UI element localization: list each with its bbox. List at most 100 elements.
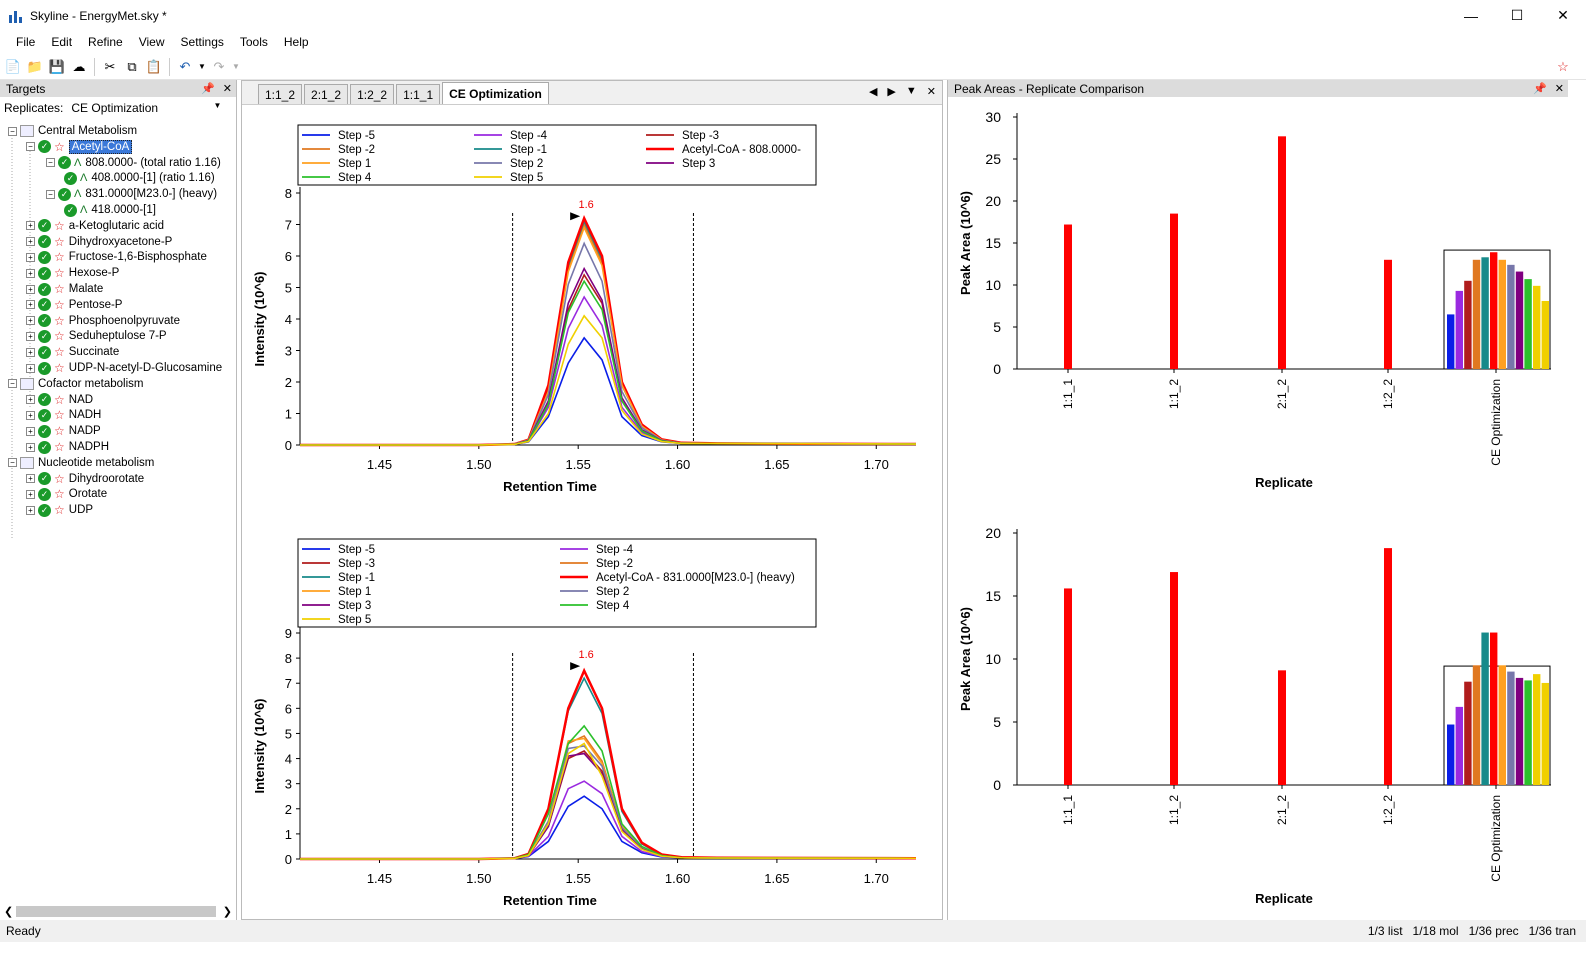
save-icon[interactable]: 💾 bbox=[48, 58, 66, 74]
expand-toggle[interactable]: + bbox=[26, 237, 35, 247]
tree-node-molecule[interactable]: + ✓ ☆ NAD bbox=[26, 392, 93, 408]
tree-node-molecule[interactable]: + ✓ ☆ Orotate bbox=[26, 486, 107, 502]
expand-toggle[interactable]: + bbox=[26, 268, 35, 278]
expand-toggle[interactable]: + bbox=[26, 442, 35, 452]
tree-node-molecule[interactable]: + ✓ ☆ NADP bbox=[26, 423, 101, 439]
redo-icon[interactable]: ↷ bbox=[213, 58, 225, 74]
horizontal-scrollbar[interactable]: ❮ ❯ bbox=[0, 902, 236, 920]
tab-close-icon[interactable]: ✕ bbox=[926, 86, 936, 98]
maximize-button[interactable]: ☐ bbox=[1510, 7, 1524, 23]
expand-toggle[interactable]: + bbox=[26, 347, 35, 357]
tree-node-molecule[interactable]: + ✓ ☆ Phosphoenolpyruvate bbox=[26, 313, 180, 329]
y-tick-label: 7 bbox=[285, 676, 292, 691]
expand-toggle[interactable]: − bbox=[26, 142, 35, 152]
tree-node-molecule[interactable]: − ✓ ☆ Acetyl-CoA bbox=[26, 139, 133, 155]
pin-icon[interactable]: 📌 bbox=[201, 83, 215, 95]
chromatogram-graphs[interactable]: Step -5 Step -4 Step -3 Step -2 Step -1 Acety… bbox=[242, 105, 942, 919]
tree-node-molecule[interactable]: + ✓ ☆ Dihydroorotate bbox=[26, 471, 144, 487]
expand-toggle[interactable]: − bbox=[46, 189, 55, 199]
tree-node-molecule[interactable]: + ✓ ☆ NADPH bbox=[26, 439, 109, 455]
tree-node-precursor[interactable]: − ✓ Λ 831.0000[M23.0-] (heavy) bbox=[46, 186, 217, 202]
expand-toggle[interactable]: + bbox=[26, 410, 35, 420]
tab-scroll-left-icon[interactable]: ◀ bbox=[868, 86, 878, 98]
expand-toggle[interactable]: + bbox=[26, 474, 35, 484]
tree-node-transition[interactable]: ✓ Λ 408.0000-[1] (ratio 1.16) bbox=[64, 170, 215, 186]
tree-node-molecule[interactable]: + ✓ ☆ Pentose-P bbox=[26, 297, 122, 313]
tree-node-molecule[interactable]: + ✓ ☆ UDP bbox=[26, 502, 93, 518]
tab-list-icon[interactable]: ▼ bbox=[905, 85, 917, 97]
expand-toggle[interactable]: + bbox=[26, 505, 35, 515]
expand-toggle[interactable]: + bbox=[26, 363, 35, 373]
close-button[interactable]: ✕ bbox=[1557, 7, 1569, 23]
tab-1-1-1[interactable]: 1:1_1 bbox=[396, 84, 441, 104]
expand-toggle[interactable]: − bbox=[8, 126, 17, 136]
tree-node-molecule[interactable]: + ✓ ☆ Hexose-P bbox=[26, 265, 119, 281]
scroll-left-icon[interactable]: ❮ bbox=[4, 905, 14, 918]
molecule-star-icon: ☆ bbox=[54, 266, 65, 281]
x-axis-title: Replicate bbox=[1255, 475, 1313, 490]
tree-node-molecule[interactable]: + ✓ ☆ Fructose-1,6-Bisphosphate bbox=[26, 249, 207, 265]
chromatogram-trace bbox=[300, 336, 917, 446]
replicates-select[interactable]: CE Optimization ▼ bbox=[71, 101, 221, 115]
expand-toggle[interactable]: + bbox=[26, 426, 35, 436]
tree-node-group[interactable]: − Central Metabolism bbox=[8, 123, 137, 139]
redo-dropdown-icon[interactable]: ▼ bbox=[232, 62, 240, 71]
copy-icon[interactable]: ⧉ bbox=[127, 58, 137, 74]
tree-node-molecule[interactable]: + ✓ ☆ Succinate bbox=[26, 344, 119, 360]
expand-toggle[interactable]: + bbox=[26, 331, 35, 341]
menu-file[interactable]: File bbox=[16, 35, 36, 49]
tree-node-molecule[interactable]: + ✓ ☆ Dihydroxyacetone-P bbox=[26, 234, 172, 250]
tree-node-precursor[interactable]: − ✓ Λ 808.0000- (total ratio 1.16) bbox=[46, 155, 221, 171]
undo-icon[interactable]: ↶ bbox=[179, 58, 191, 74]
expand-toggle[interactable]: − bbox=[46, 158, 55, 168]
paste-icon[interactable]: 📋 bbox=[145, 58, 163, 74]
publish-icon[interactable]: ☁ bbox=[72, 58, 86, 74]
menu-refine[interactable]: Refine bbox=[88, 35, 123, 49]
menu-tools[interactable]: Tools bbox=[239, 35, 268, 49]
panel-close-icon[interactable]: ✕ bbox=[222, 83, 232, 95]
tree-node-molecule[interactable]: + ✓ ☆ Seduheptulose 7-P bbox=[26, 328, 167, 344]
expand-toggle[interactable]: + bbox=[26, 284, 35, 294]
tree-node-molecule[interactable]: + ✓ ☆ a-Ketoglutaric acid bbox=[26, 218, 164, 234]
open-folder-icon[interactable]: 📁 bbox=[26, 58, 44, 74]
menu-help[interactable]: Help bbox=[283, 35, 309, 49]
peak-area-chart-1: 0 5 10 15 20 25 30 Peak Area (10^6) 1:1_1 1:1_2 2:… bbox=[958, 109, 1551, 490]
minimize-button[interactable]: — bbox=[1464, 7, 1478, 24]
tab-1-2-2[interactable]: 1:2_2 bbox=[350, 84, 395, 104]
y-tick-label: 0 bbox=[285, 852, 292, 867]
new-file-icon[interactable]: 📄 bbox=[4, 58, 22, 74]
expand-toggle[interactable]: + bbox=[26, 221, 35, 231]
expand-toggle[interactable]: + bbox=[26, 489, 35, 499]
menu-settings[interactable]: Settings bbox=[180, 35, 224, 49]
tree-node-group[interactable]: − Nucleotide metabolism bbox=[8, 455, 154, 471]
legend-label: Step -2 bbox=[338, 144, 375, 156]
tree-node-molecule[interactable]: + ✓ ☆ UDP-N-acetyl-D-Glucosamine bbox=[26, 360, 222, 376]
folder-list-icon bbox=[20, 456, 34, 469]
scroll-right-icon[interactable]: ❯ bbox=[222, 905, 232, 918]
tree-node-molecule[interactable]: + ✓ ☆ Malate bbox=[26, 281, 103, 297]
scrollbar-thumb[interactable] bbox=[16, 906, 216, 917]
tree-node-molecule[interactable]: + ✓ ☆ NADH bbox=[26, 407, 101, 423]
expand-toggle[interactable]: + bbox=[26, 395, 35, 405]
menu-edit[interactable]: Edit bbox=[51, 35, 73, 49]
expand-toggle[interactable]: + bbox=[26, 300, 35, 310]
expand-toggle[interactable]: − bbox=[8, 458, 17, 468]
peak-area-graphs[interactable]: 0 5 10 15 20 25 30 Peak Area (10^6) 1:1_1 1:1_2 2:… bbox=[948, 97, 1569, 919]
tab-ce-optimization[interactable]: CE Optimization bbox=[442, 82, 549, 104]
panel-close-icon[interactable]: ✕ bbox=[1554, 83, 1564, 95]
legend-label: Acetyl-CoA - 808.0000- bbox=[682, 144, 801, 156]
window-title: Skyline - EnergyMet.sky * bbox=[30, 8, 167, 23]
expand-toggle[interactable]: + bbox=[26, 316, 35, 326]
expand-toggle[interactable]: + bbox=[26, 252, 35, 262]
cut-icon[interactable]: ✂ bbox=[104, 58, 116, 74]
pin-icon[interactable]: 📌 bbox=[1533, 83, 1547, 95]
expand-toggle[interactable]: − bbox=[8, 379, 17, 389]
tab-scroll-right-icon[interactable]: ▶ bbox=[887, 86, 896, 98]
undo-dropdown-icon[interactable]: ▼ bbox=[198, 62, 206, 71]
tab-2-1-2[interactable]: 2:1_2 bbox=[304, 84, 349, 104]
tab-1-1-2[interactable]: 1:1_2 bbox=[258, 84, 303, 104]
peptide-star-icon[interactable]: ☆ bbox=[1557, 58, 1569, 74]
tree-node-group[interactable]: − Cofactor metabolism bbox=[8, 376, 143, 392]
tree-node-transition[interactable]: ✓ Λ 418.0000-[1] bbox=[64, 202, 156, 218]
menu-view[interactable]: View bbox=[138, 35, 165, 49]
